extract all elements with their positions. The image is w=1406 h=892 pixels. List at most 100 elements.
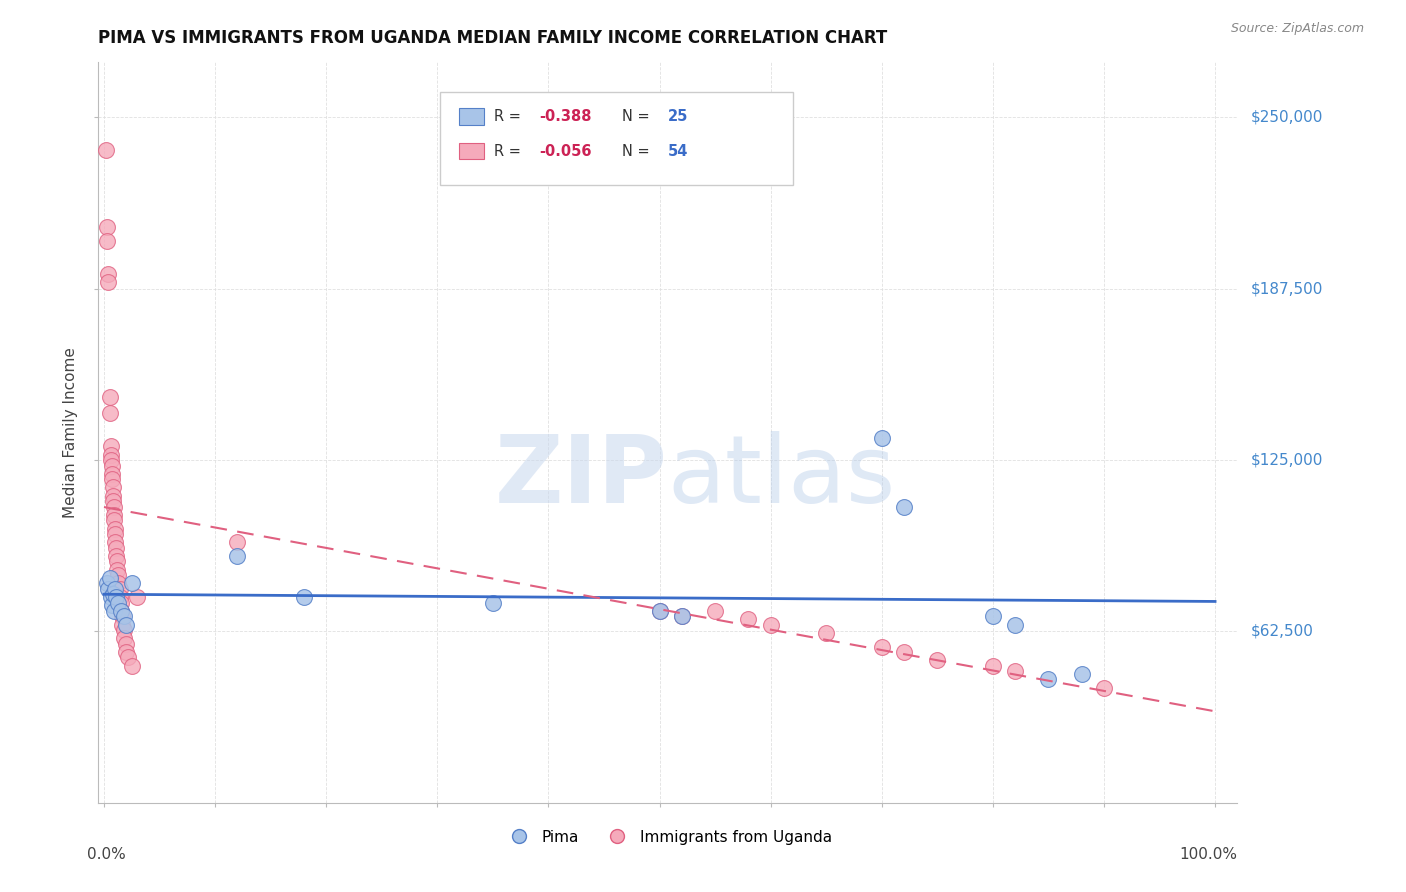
Point <box>648 604 671 618</box>
Point <box>117 650 139 665</box>
Point <box>100 453 122 467</box>
Point <box>96 219 118 234</box>
Point <box>101 587 124 601</box>
Point <box>100 590 122 604</box>
Point <box>105 549 128 563</box>
Text: N =: N = <box>623 109 655 124</box>
Point <box>105 563 128 577</box>
Point <box>105 590 128 604</box>
Point <box>104 527 127 541</box>
Legend: Pima, Immigrants from Uganda: Pima, Immigrants from Uganda <box>498 823 838 851</box>
Text: Source: ZipAtlas.com: Source: ZipAtlas.com <box>1230 22 1364 36</box>
Text: $250,000: $250,000 <box>1251 110 1323 125</box>
Text: -0.056: -0.056 <box>538 144 592 159</box>
Point <box>671 609 693 624</box>
Point <box>121 658 143 673</box>
Point <box>815 625 838 640</box>
Point <box>121 576 143 591</box>
Point <box>98 406 121 420</box>
Point <box>108 582 131 596</box>
Point <box>1038 673 1060 687</box>
Point <box>112 632 135 646</box>
Point <box>111 609 134 624</box>
Point <box>101 494 124 508</box>
Text: atlas: atlas <box>668 431 896 523</box>
Point <box>97 275 120 289</box>
Text: R =: R = <box>494 109 524 124</box>
Point <box>226 549 249 563</box>
Point <box>482 596 505 610</box>
Point <box>103 513 125 527</box>
Point <box>226 535 249 549</box>
Point <box>648 604 671 618</box>
Point <box>107 576 129 591</box>
Text: $125,000: $125,000 <box>1251 452 1323 467</box>
Point <box>111 617 134 632</box>
Point <box>759 617 782 632</box>
Point <box>100 448 122 462</box>
Text: 0.0%: 0.0% <box>87 847 125 863</box>
Point <box>1070 667 1092 681</box>
Point <box>893 500 915 514</box>
Point <box>737 612 759 626</box>
Point <box>103 500 125 514</box>
Point <box>107 596 129 610</box>
Point <box>101 489 124 503</box>
Point <box>103 604 125 618</box>
Point <box>112 609 135 624</box>
Point <box>115 645 138 659</box>
Point <box>110 604 132 618</box>
Point <box>96 143 118 157</box>
Point <box>1004 664 1026 678</box>
Point <box>115 617 138 632</box>
Point <box>110 596 132 610</box>
Point <box>104 582 127 596</box>
Point <box>108 590 131 604</box>
Point <box>100 458 122 473</box>
Point <box>96 234 118 248</box>
Bar <box>460 108 485 125</box>
Point <box>704 604 727 618</box>
Text: -0.388: -0.388 <box>538 109 592 124</box>
Text: N =: N = <box>623 144 655 159</box>
Text: $187,500: $187,500 <box>1251 281 1323 296</box>
Point <box>97 582 120 596</box>
Point <box>100 439 122 453</box>
Text: PIMA VS IMMIGRANTS FROM UGANDA MEDIAN FAMILY INCOME CORRELATION CHART: PIMA VS IMMIGRANTS FROM UGANDA MEDIAN FA… <box>98 29 887 47</box>
Point <box>981 658 1004 673</box>
Point <box>981 609 1004 624</box>
Text: R =: R = <box>494 144 524 159</box>
Point <box>105 554 128 568</box>
Point <box>101 480 124 494</box>
Point <box>110 604 132 618</box>
Text: 54: 54 <box>668 144 688 159</box>
Point <box>893 645 915 659</box>
Bar <box>460 143 485 160</box>
Point <box>98 571 121 585</box>
Point <box>1092 681 1115 695</box>
Y-axis label: Median Family Income: Median Family Income <box>63 347 79 518</box>
Point <box>105 541 128 555</box>
Point <box>104 522 127 536</box>
Point <box>292 590 315 604</box>
Point <box>870 640 893 654</box>
Text: 100.0%: 100.0% <box>1180 847 1237 863</box>
Text: $62,500: $62,500 <box>1251 624 1315 639</box>
Point <box>96 576 118 591</box>
Point <box>100 599 122 613</box>
Point <box>1004 617 1026 632</box>
Point <box>107 568 129 582</box>
FancyBboxPatch shape <box>440 92 793 185</box>
Text: 25: 25 <box>668 109 688 124</box>
Point <box>103 508 125 522</box>
Point <box>97 267 120 281</box>
Point <box>127 590 149 604</box>
Point <box>870 431 893 445</box>
Point <box>115 637 138 651</box>
Text: ZIP: ZIP <box>495 431 668 523</box>
Point <box>927 653 949 667</box>
Point <box>104 535 127 549</box>
Point <box>98 390 121 404</box>
Point <box>100 467 122 481</box>
Point <box>100 472 122 486</box>
